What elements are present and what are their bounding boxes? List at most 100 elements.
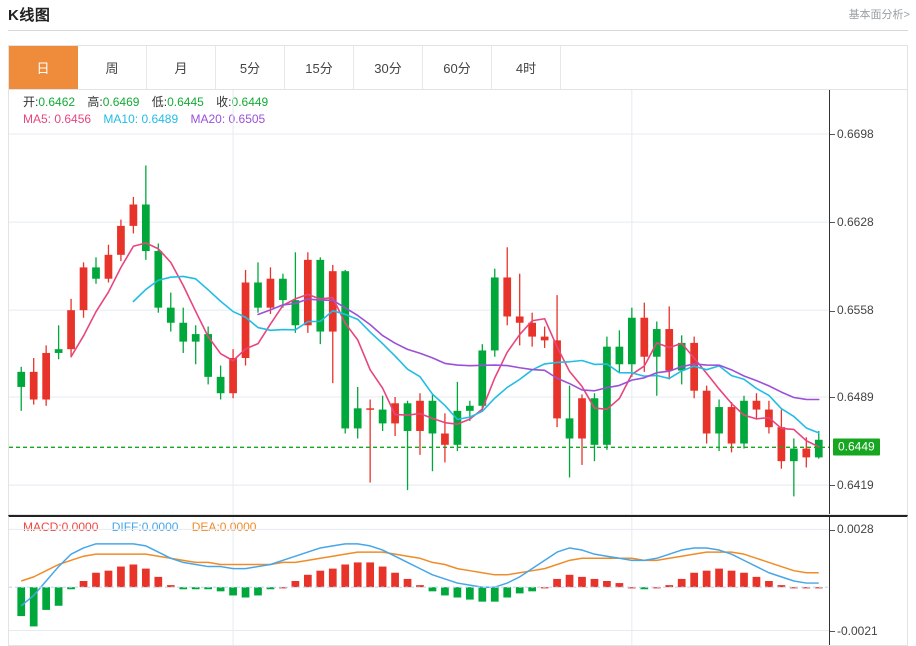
candle[interactable] — [777, 409, 786, 469]
macd-histogram-bar — [378, 566, 387, 588]
candle-body — [179, 322, 188, 342]
macd-histogram-bar — [465, 587, 474, 600]
candle[interactable] — [54, 325, 63, 360]
candle[interactable] — [453, 381, 462, 452]
candle[interactable] — [391, 396, 399, 436]
candle[interactable] — [528, 312, 537, 347]
candle[interactable] — [29, 357, 38, 405]
candle[interactable] — [328, 264, 337, 384]
candle[interactable] — [578, 394, 586, 465]
candle[interactable] — [640, 302, 649, 372]
candle[interactable] — [92, 257, 100, 284]
tab-5[interactable]: 30分 — [354, 46, 423, 89]
candle[interactable] — [291, 252, 300, 333]
candle[interactable] — [366, 399, 375, 483]
macd-histogram-bar — [814, 587, 823, 589]
candle-body — [216, 376, 225, 394]
candle[interactable] — [802, 437, 811, 468]
candle[interactable] — [154, 243, 163, 313]
candle[interactable] — [353, 386, 362, 439]
macd-histogram-bar — [54, 587, 63, 606]
candle[interactable] — [216, 365, 225, 400]
macd-plot[interactable] — [9, 517, 907, 645]
candle[interactable] — [104, 244, 113, 283]
tab-label: 周 — [105, 61, 119, 76]
tab-7[interactable]: 4时 — [492, 46, 561, 89]
macd-histogram-bar — [553, 578, 561, 588]
candle[interactable] — [503, 247, 512, 326]
candle[interactable] — [540, 326, 549, 348]
tab-label: 4时 — [515, 61, 537, 76]
candle[interactable] — [615, 330, 624, 374]
macd-tick: 0.0028 — [830, 522, 874, 536]
candle[interactable] — [652, 321, 661, 396]
candle[interactable] — [266, 267, 275, 314]
fundamental-analysis-link[interactable]: 基本面分析> — [848, 9, 910, 21]
tab-6[interactable]: 60分 — [423, 46, 492, 89]
tab-0[interactable]: 日 — [9, 46, 78, 89]
candle[interactable] — [789, 438, 798, 497]
candle[interactable] — [428, 394, 437, 472]
macd-histogram-bar — [690, 572, 699, 588]
candle[interactable] — [42, 345, 51, 406]
candle[interactable] — [341, 269, 350, 434]
candle[interactable] — [441, 413, 449, 463]
tab-3[interactable]: 5分 — [216, 46, 285, 89]
candle-body — [814, 439, 823, 458]
candle-body — [353, 408, 362, 429]
candle[interactable] — [603, 336, 611, 450]
header-divider — [8, 30, 908, 31]
candle[interactable] — [727, 402, 736, 453]
candle[interactable] — [715, 399, 723, 452]
candle[interactable] — [67, 298, 75, 357]
candle[interactable] — [702, 385, 711, 444]
candle[interactable] — [17, 366, 26, 411]
candle[interactable] — [166, 292, 175, 332]
candle-body — [241, 282, 250, 358]
candle[interactable] — [814, 430, 823, 459]
candle[interactable] — [752, 393, 761, 420]
kline-chart-panel: 开:0.6462 高:0.6469 低:0.6445 收:0.6449 MA5:… — [8, 90, 908, 515]
macd-histogram-bar — [590, 578, 599, 588]
candlestick-plot[interactable] — [9, 90, 907, 514]
macd-histogram-bar — [565, 574, 574, 588]
tick-mark — [830, 134, 835, 136]
page-header: K线图 基本面分析> — [0, 0, 916, 28]
candle-body — [378, 409, 387, 424]
macd-histogram-bar — [640, 587, 649, 590]
macd-histogram-bar — [29, 587, 38, 627]
candle[interactable] — [665, 306, 674, 380]
candle[interactable] — [117, 219, 125, 262]
macd-histogram-bar — [715, 568, 723, 588]
candle[interactable] — [627, 307, 636, 377]
candle[interactable] — [179, 307, 188, 353]
candle-body — [665, 329, 674, 371]
candle-body — [17, 371, 26, 387]
candle[interactable] — [490, 268, 499, 357]
candle[interactable] — [229, 349, 237, 399]
tab-1[interactable]: 周 — [78, 46, 147, 89]
candle[interactable] — [378, 395, 387, 431]
candle[interactable] — [416, 393, 424, 455]
candle-body — [640, 317, 649, 357]
candle[interactable] — [565, 385, 574, 478]
candle[interactable] — [129, 196, 138, 234]
candle[interactable] — [590, 393, 599, 462]
candle[interactable] — [740, 395, 748, 449]
candle[interactable] — [303, 252, 312, 333]
candle[interactable] — [478, 344, 487, 411]
price-tick: 0.6698 — [830, 127, 874, 141]
tab-2[interactable]: 月 — [147, 46, 216, 89]
candle[interactable] — [191, 325, 200, 365]
candle[interactable] — [141, 165, 150, 260]
candle[interactable] — [79, 262, 88, 318]
candle-body — [316, 259, 325, 332]
tick-mark — [830, 397, 835, 399]
tab-4[interactable]: 15分 — [285, 46, 354, 89]
candle[interactable] — [254, 262, 262, 313]
candle[interactable] — [553, 295, 561, 428]
candle[interactable] — [279, 273, 287, 308]
macd-histogram-bar — [702, 570, 711, 588]
candle-body — [79, 267, 88, 311]
candle-body — [590, 398, 599, 445]
